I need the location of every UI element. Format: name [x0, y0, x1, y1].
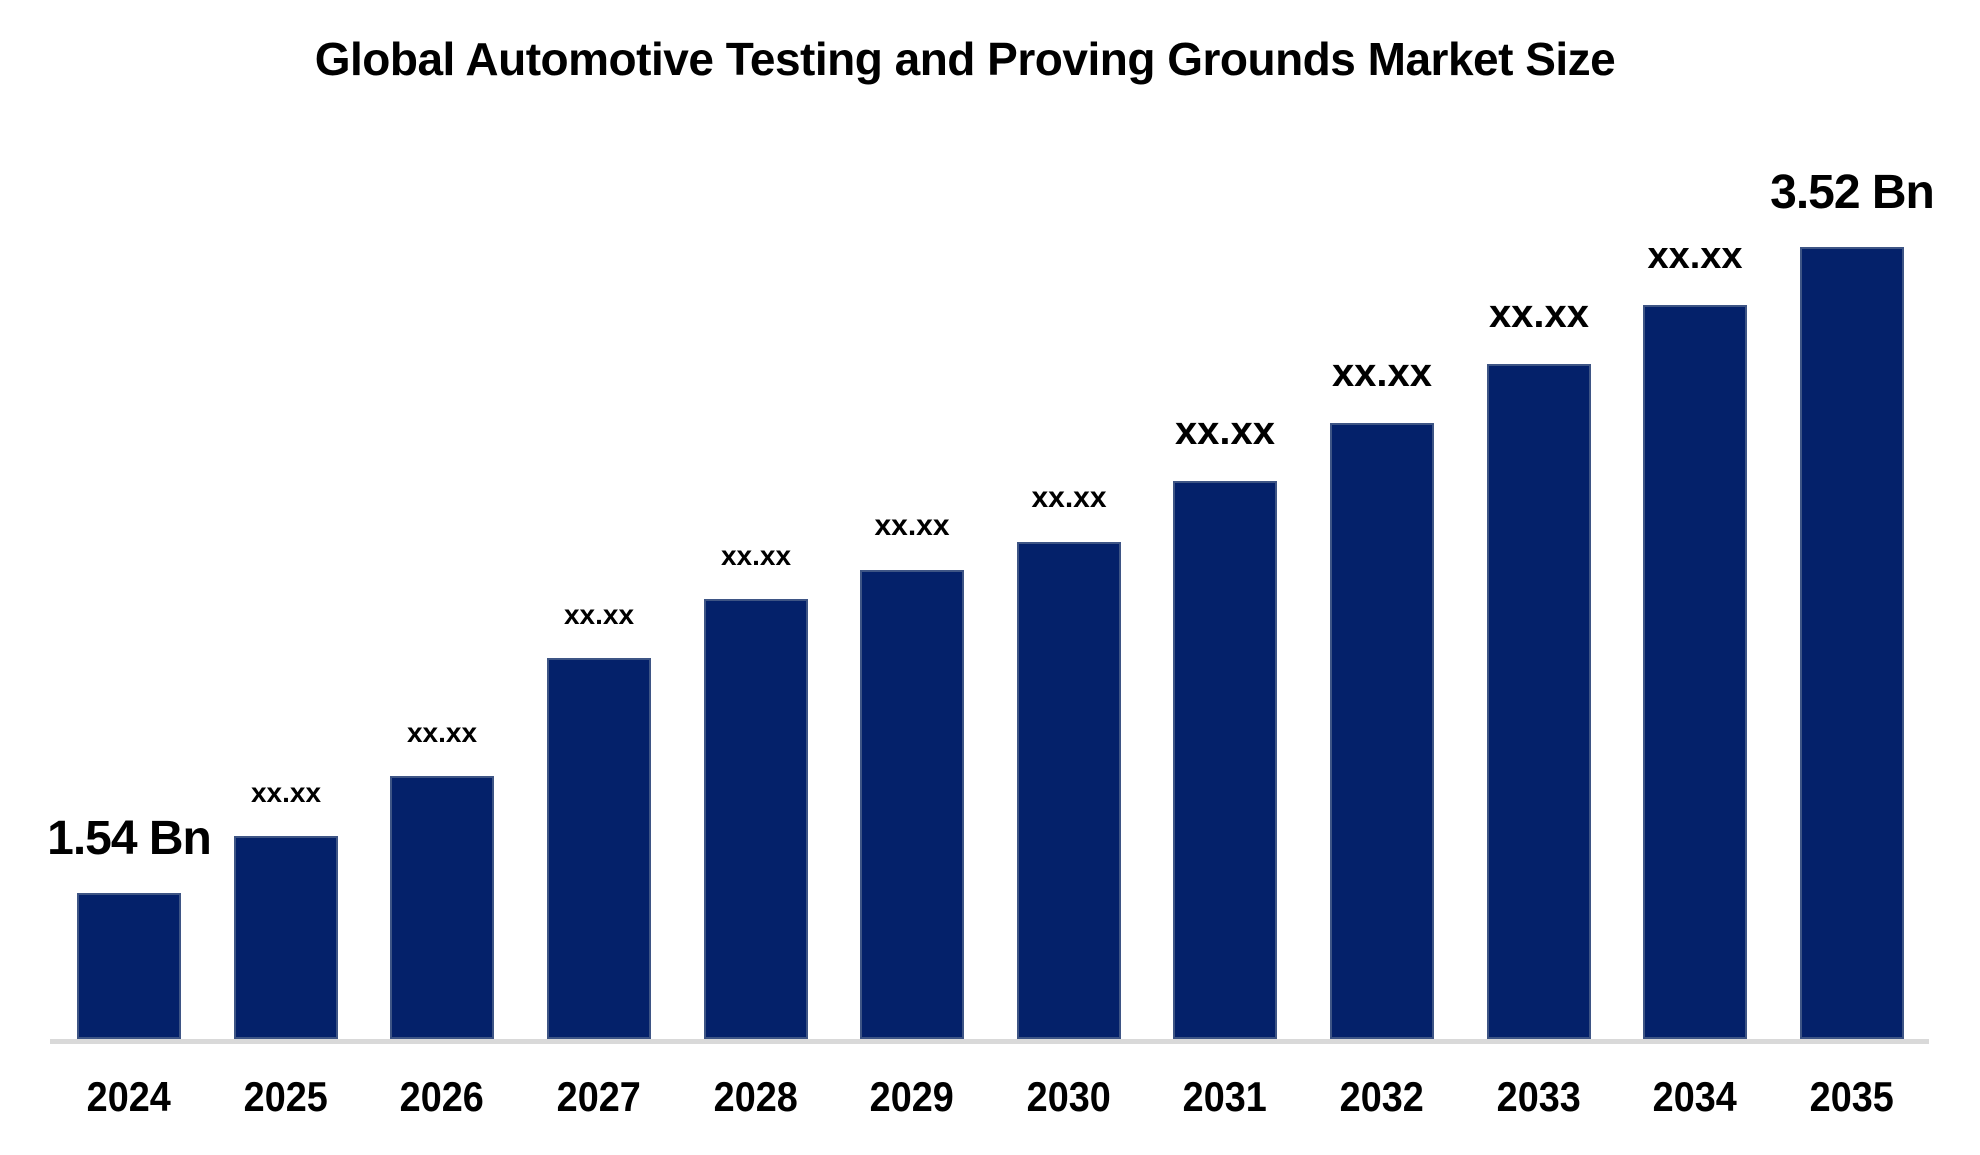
- bar-value-label-2027: xx.xx: [563, 598, 635, 630]
- bar-value-label-2029: xx.xx: [874, 508, 950, 542]
- x-axis-label-2030: 2030: [989, 1076, 1149, 1118]
- x-axis-line: [50, 1039, 1929, 1044]
- x-axis-label-text: 2027: [556, 1073, 642, 1120]
- x-axis-label-text: 2034: [1652, 1073, 1738, 1120]
- bar-value-label-2033: xx.xx: [1488, 291, 1590, 336]
- x-axis-label-2031: 2031: [1145, 1076, 1305, 1118]
- bar-2026: [390, 776, 494, 1039]
- bar-value-label-2032: xx.xx: [1331, 350, 1433, 395]
- x-axis-label-2026: 2026: [362, 1076, 522, 1118]
- x-axis-label-2027: 2027: [519, 1076, 679, 1118]
- x-axis-label-text: 2031: [1182, 1073, 1268, 1120]
- x-axis-label-text: 2026: [399, 1073, 485, 1120]
- x-axis-label-2029: 2029: [832, 1076, 992, 1118]
- x-axis-label-2028: 2028: [676, 1076, 836, 1118]
- bar-value-label-2028: xx.xx: [720, 539, 792, 571]
- x-axis-label-text: 2033: [1496, 1073, 1582, 1120]
- bar-2024: [77, 893, 181, 1039]
- bar-2029: [860, 570, 964, 1039]
- x-axis-label-text: 2024: [86, 1073, 172, 1120]
- x-axis-label-2024: 2024: [49, 1076, 209, 1118]
- x-axis-label-2035: 2035: [1772, 1076, 1932, 1118]
- bar-2030: [1017, 542, 1121, 1039]
- x-axis-label-2033: 2033: [1459, 1076, 1619, 1118]
- bar-value-label-2034: xx.xx: [1647, 234, 1743, 277]
- bar-2027: [547, 658, 651, 1039]
- bar-2028: [704, 599, 808, 1039]
- chart-title: Global Automotive Testing and Proving Gr…: [314, 33, 1616, 85]
- bar-2035: [1800, 247, 1904, 1039]
- bar-2032: [1330, 423, 1434, 1039]
- bar-2031: [1173, 481, 1277, 1039]
- bar-value-label-2030: xx.xx: [1031, 480, 1107, 514]
- x-axis-label-text: 2028: [713, 1073, 799, 1120]
- bar-value-label-2026: xx.xx: [406, 716, 478, 748]
- x-axis-label-text: 2030: [1026, 1073, 1112, 1120]
- bar-2025: [234, 836, 338, 1039]
- bar-value-label-2024: 1.54 Bn: [47, 812, 212, 866]
- bar-value-label-2025: xx.xx: [250, 776, 322, 808]
- x-axis-label-2034: 2034: [1615, 1076, 1775, 1118]
- bar-2033: [1487, 364, 1591, 1039]
- bar-value-label-2035: 3.52 Bn: [1770, 166, 1935, 220]
- bar-value-label-2031: xx.xx: [1174, 408, 1276, 453]
- x-axis-label-text: 2032: [1339, 1073, 1425, 1120]
- x-axis-label-2025: 2025: [206, 1076, 366, 1118]
- x-axis-label-2032: 2032: [1302, 1076, 1462, 1118]
- x-axis-label-text: 2035: [1809, 1073, 1895, 1120]
- x-axis-label-text: 2025: [243, 1073, 329, 1120]
- x-axis-label-text: 2029: [869, 1073, 955, 1120]
- bar-2034: [1643, 305, 1747, 1039]
